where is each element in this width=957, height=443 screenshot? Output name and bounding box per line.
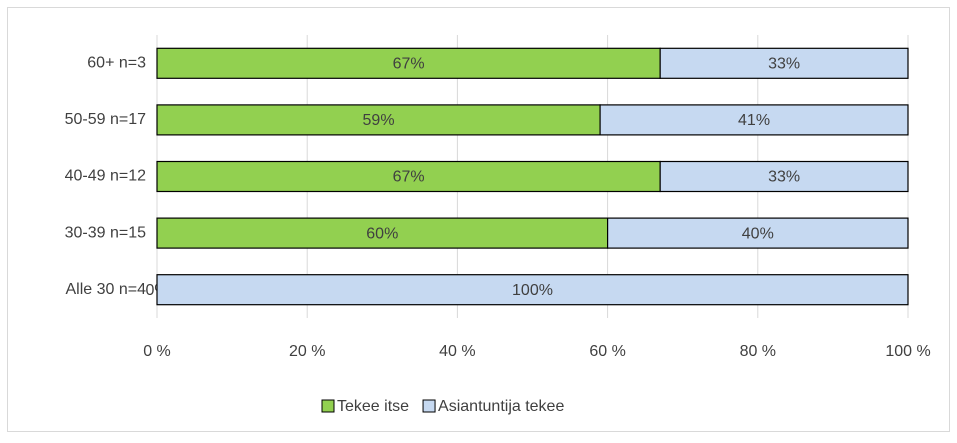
data-label: 41% — [738, 112, 770, 129]
y-tick-label: 50-59 n=17 — [65, 111, 147, 128]
x-tick-label: 0 % — [143, 343, 171, 360]
bar-segment — [659, 160, 909, 193]
bar-segment — [156, 274, 909, 306]
legend-label: Asiantuntija tekee — [438, 398, 564, 415]
x-tick-label: 40 % — [439, 343, 475, 360]
y-tick-label: 60+ n=3 — [87, 55, 146, 72]
bar-segment — [156, 104, 601, 136]
data-label: 59% — [363, 112, 395, 129]
data-label: 40% — [742, 225, 774, 242]
bar-segment — [606, 217, 909, 249]
bar-segment — [156, 217, 609, 249]
bar-segment — [156, 160, 661, 193]
legend-label: Tekee itse — [337, 398, 409, 415]
data-label: 100% — [512, 282, 553, 299]
data-label: 33% — [768, 56, 800, 73]
x-tick-label: 80 % — [740, 343, 776, 360]
data-label: 67% — [393, 169, 425, 186]
data-label: 33% — [768, 169, 800, 186]
y-tick-label: 40-49 n=12 — [65, 168, 147, 185]
bar-segment — [659, 47, 909, 79]
legend-swatch — [321, 399, 335, 413]
data-label: 67% — [393, 56, 425, 73]
legend-swatch — [422, 399, 436, 413]
x-tick-label: 60 % — [589, 343, 625, 360]
bar-segment — [599, 104, 909, 136]
x-tick-label: 20 % — [289, 343, 325, 360]
y-tick-label: 30-39 n=15 — [65, 224, 147, 241]
x-tick-label: 100 % — [885, 343, 930, 360]
data-label: 60% — [366, 225, 398, 242]
y-tick-label: Alle 30 n=4 — [65, 281, 146, 298]
